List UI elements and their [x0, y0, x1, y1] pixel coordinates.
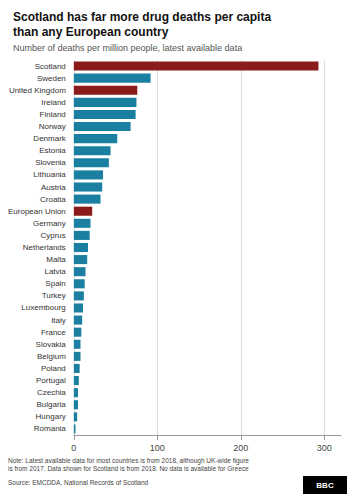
svg-text:Luxembourg: Luxembourg [21, 303, 65, 312]
svg-text:Bulgaria: Bulgaria [36, 400, 66, 409]
svg-text:Norway: Norway [39, 122, 66, 131]
svg-text:Scotland has far more drug dea: Scotland has far more drug deaths per ca… [13, 10, 271, 24]
svg-text:Austria: Austria [41, 183, 66, 192]
svg-text:Lithuania: Lithuania [33, 170, 66, 179]
svg-text:Malta: Malta [46, 255, 66, 264]
svg-text:Latvia: Latvia [44, 267, 66, 276]
svg-text:Denmark: Denmark [33, 134, 66, 143]
svg-text:Spain: Spain [45, 279, 65, 288]
svg-text:Scotland: Scotland [35, 62, 66, 71]
svg-text:Turkey: Turkey [42, 291, 66, 300]
svg-text:Romania: Romania [34, 424, 67, 433]
svg-text:Finland: Finland [40, 110, 66, 119]
svg-text:Netherlands: Netherlands [23, 243, 66, 252]
svg-text:Slovenia: Slovenia [35, 158, 66, 167]
svg-text:France: France [41, 328, 66, 337]
svg-text:300: 300 [317, 443, 332, 453]
svg-text:Czechia: Czechia [37, 388, 66, 397]
svg-text:Note: Latest available data fo: Note: Latest available data for most cou… [8, 457, 249, 465]
svg-text:200: 200 [233, 443, 248, 453]
svg-text:BBC: BBC [316, 481, 334, 490]
svg-text:Portugal: Portugal [36, 376, 66, 385]
svg-text:European Union: European Union [8, 207, 66, 216]
svg-text:Poland: Poland [41, 364, 66, 373]
svg-text:Cyprus: Cyprus [40, 231, 65, 240]
svg-text:United Kingdom: United Kingdom [9, 86, 66, 95]
svg-text:Sweden: Sweden [37, 74, 66, 83]
svg-text:Croatia: Croatia [40, 195, 66, 204]
svg-text:Germany: Germany [33, 219, 66, 228]
svg-text:Slovakia: Slovakia [36, 340, 67, 349]
svg-text:Belgium: Belgium [37, 352, 66, 361]
svg-text:Italy: Italy [51, 316, 66, 325]
svg-text:than any European country: than any European country [13, 25, 169, 39]
svg-text:Number of deaths per million p: Number of deaths per million people, lat… [13, 43, 242, 53]
svg-text:Hungary: Hungary [36, 412, 66, 421]
svg-text:Estonia: Estonia [39, 146, 66, 155]
svg-text:Ireland: Ireland [41, 98, 65, 107]
svg-text:Source: EMCDDA, National Recor: Source: EMCDDA, National Records of Scot… [8, 479, 149, 486]
svg-text:is from 2017. Data shown for S: is from 2017. Data shown for Scotland is… [8, 465, 249, 472]
svg-text:100: 100 [150, 443, 165, 453]
svg-text:0: 0 [71, 443, 76, 453]
